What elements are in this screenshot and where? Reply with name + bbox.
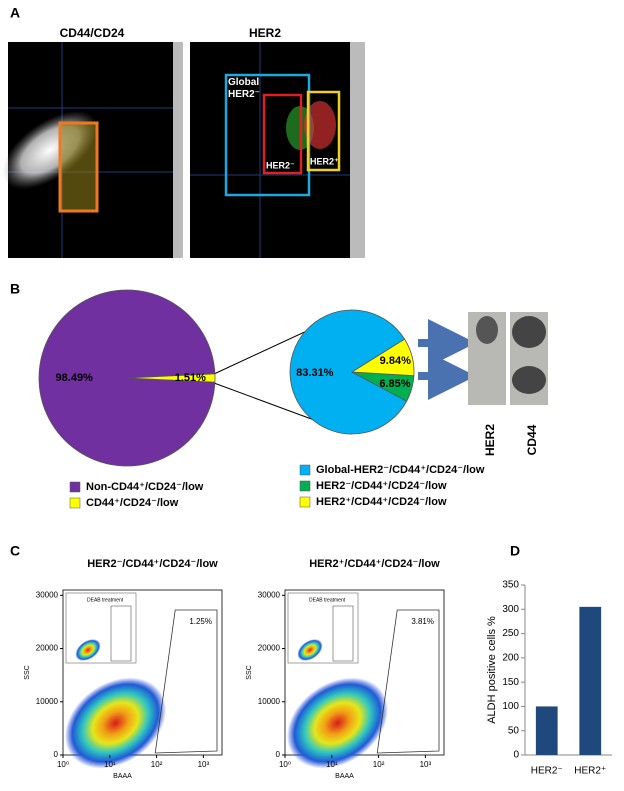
y-tick-label: 0: [276, 750, 281, 759]
pie-slice: [289, 309, 408, 435]
panel-label: A: [10, 5, 20, 21]
legend-label: Global-HER2⁻/CD44⁺/CD24⁻/low: [316, 464, 485, 476]
image-title: CD44/CD24: [60, 26, 125, 40]
y-tick-label: 30000: [36, 590, 59, 599]
legend-label: HER2⁺/CD44⁺/CD24⁻/low: [316, 496, 447, 508]
legend-swatch: [299, 496, 311, 508]
pie-slice: [38, 289, 216, 467]
density-cloud: [64, 677, 167, 769]
x-tick-label: 10¹: [104, 760, 116, 769]
y-tick-label: 10000: [258, 697, 281, 706]
x-axis-label: BAAA: [335, 773, 354, 780]
x-tick-label: 10²: [151, 760, 163, 769]
y-tick-label: 20000: [258, 644, 281, 653]
legend-label: Non-CD44⁺/CD24⁻/low: [86, 481, 204, 493]
y-tick-label: 30000: [258, 590, 281, 599]
x-tick-label: HER2⁺: [574, 766, 606, 777]
value-label: 6.85%: [379, 378, 410, 390]
value-label: 1.51%: [175, 372, 206, 384]
panel-label: B: [10, 281, 20, 297]
bar: [535, 706, 558, 755]
gate-label: Global HER2⁻: [228, 77, 260, 100]
y-tick-label: 0: [513, 750, 519, 761]
y-tick-label: 0: [54, 750, 59, 759]
x-tick-label: 10¹: [326, 760, 338, 769]
x-tick-label: 10²: [373, 760, 385, 769]
pie-slice: [350, 338, 415, 377]
y-tick-label: 10000: [36, 697, 59, 706]
gate: [376, 609, 440, 754]
gate-label: 1.25%: [189, 617, 212, 626]
gate-label: 3.81%: [411, 617, 434, 626]
density-cloud: [286, 677, 389, 769]
y-axis-label: ALDH positive cells %: [486, 616, 498, 724]
y-tick-label: 300: [502, 604, 519, 615]
y-axis-label: SSC: [24, 665, 31, 679]
value-label: 9.84%: [380, 355, 411, 367]
inset-title: DEAB treatment: [87, 597, 124, 603]
y-tick-label: 200: [502, 652, 519, 663]
y-tick-label: 50: [508, 725, 520, 736]
x-tick-label: HER2⁻: [531, 766, 563, 777]
legend-label: CD44⁺/CD24⁻/low: [86, 497, 179, 509]
inset-title: DEAB treatment: [309, 597, 346, 603]
inset-gate: [110, 605, 132, 662]
gate: [154, 609, 218, 754]
legend-swatch: [69, 497, 81, 509]
plot-title: HER2⁻/CD44⁺/CD24⁻/low: [87, 558, 218, 570]
image-title: HER2: [249, 26, 281, 40]
x-tick-label: 10⁰: [57, 760, 69, 769]
blot-label: HER2: [483, 424, 497, 456]
x-tick-label: 10⁰: [279, 760, 291, 769]
gate-label: HER2⁺: [310, 156, 339, 166]
inset-gate: [332, 605, 354, 662]
x-tick-label: 10³: [198, 760, 210, 769]
y-tick-label: 100: [502, 701, 519, 712]
plot-frame: [284, 589, 445, 756]
flow-image-a2: [190, 42, 365, 258]
panel-label: C: [10, 543, 20, 559]
plot-frame: [62, 589, 223, 756]
legend-swatch: [69, 481, 81, 493]
legend-label: HER2⁻/CD44⁺/CD24⁻/low: [316, 480, 447, 492]
legend-swatch: [299, 480, 311, 492]
inset-cloud: [297, 639, 323, 661]
y-tick-label: 250: [502, 628, 519, 639]
panel-label: D: [510, 543, 520, 559]
gate-label: HER2⁻: [266, 160, 295, 170]
flow-image-a1: [2, 42, 183, 258]
y-tick-label: 20000: [36, 644, 59, 653]
value-label: 83.31%: [296, 367, 334, 379]
plot-title: HER2⁺/CD44⁺/CD24⁻/low: [309, 558, 440, 570]
value-label: 98.49%: [56, 372, 94, 384]
y-tick-label: 350: [502, 580, 519, 591]
legend-swatch: [299, 464, 311, 476]
blot-label: CD44: [525, 424, 539, 455]
pie-slice: [126, 373, 216, 383]
y-tick-label: 150: [502, 677, 519, 688]
x-tick-label: 10³: [420, 760, 432, 769]
bar: [579, 606, 602, 755]
inset-cloud: [75, 639, 101, 661]
y-axis-label: SSC: [246, 665, 253, 679]
blot: [468, 312, 548, 405]
x-axis-label: BAAA: [113, 773, 132, 780]
